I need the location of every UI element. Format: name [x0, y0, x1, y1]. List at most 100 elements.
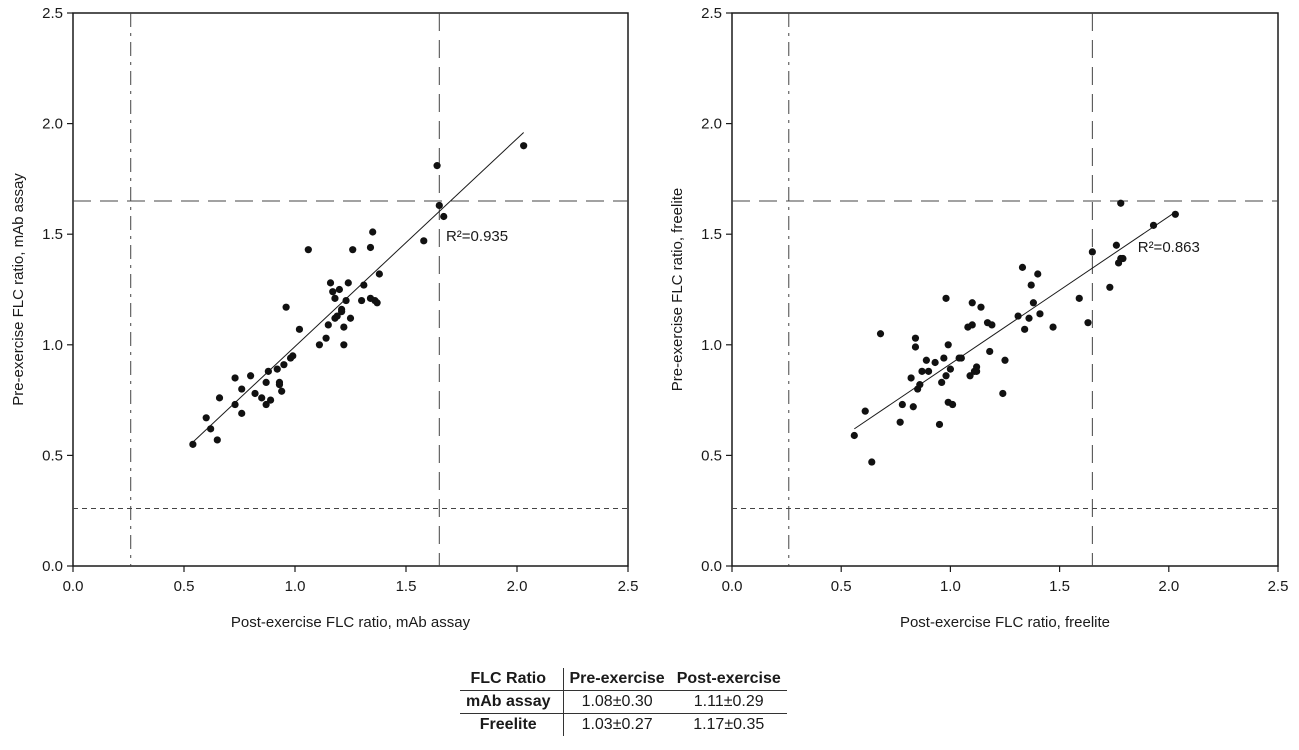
x-tick-label: 0.0	[63, 578, 84, 595]
data-point	[940, 354, 948, 362]
data-point	[1018, 263, 1027, 271]
x-tick-label: 2.0	[1158, 578, 1179, 595]
data-point	[968, 299, 976, 307]
data-point	[876, 330, 885, 338]
data-point	[251, 389, 259, 398]
data-point	[304, 246, 312, 254]
data-point	[1001, 356, 1009, 364]
data-point	[360, 281, 368, 289]
data-point	[988, 321, 996, 329]
data-point	[938, 378, 946, 387]
regression-line	[192, 132, 525, 443]
data-point	[935, 420, 944, 429]
data-point	[315, 341, 324, 349]
data-point	[326, 279, 335, 287]
summary-cell-pre: 1.08±0.30	[563, 690, 671, 714]
r-squared-annotation: R²=0.863	[1138, 239, 1200, 256]
data-point	[986, 347, 994, 356]
x-tick-label: 1.5	[1049, 578, 1070, 595]
x-tick-label: 0.5	[174, 578, 195, 595]
plot-frame	[731, 12, 1279, 567]
x-tick-label: 0.0	[722, 578, 743, 595]
data-point	[342, 296, 350, 305]
data-point	[231, 400, 239, 409]
figure-canvas: 0.0 0.5 1.0 1.5 2.0 2.5 0.0 0.5 1.0 1.5 2.0 2.5 Post…	[10, 5, 1288, 631]
data-point	[944, 341, 952, 349]
data-point	[420, 237, 428, 245]
data-point	[1036, 310, 1044, 318]
data-point	[957, 354, 965, 362]
data-point	[922, 356, 930, 364]
data-point	[1171, 210, 1179, 218]
data-point	[215, 394, 224, 402]
x-tick-label: 1.0	[940, 578, 961, 595]
data-point	[338, 308, 346, 316]
data-point	[966, 372, 974, 380]
y-tick-label: 2.0	[42, 116, 63, 133]
data-point	[1029, 299, 1037, 307]
data-point	[1117, 199, 1125, 207]
data-point	[213, 436, 221, 444]
summary-row-freelite: Freelite 1.03±0.27 1.17±0.35	[460, 713, 787, 736]
data-point	[1021, 325, 1029, 333]
data-point	[366, 243, 375, 252]
data-point	[189, 440, 197, 448]
data-point	[280, 361, 288, 369]
y-tick-label: 1.5	[701, 226, 722, 243]
data-point	[375, 270, 383, 278]
data-point	[1112, 241, 1120, 249]
data-point	[324, 321, 332, 329]
data-point	[207, 425, 215, 433]
data-point	[916, 381, 924, 389]
data-point	[329, 288, 337, 296]
x-tick-label: 2.5	[1268, 578, 1289, 595]
data-point	[340, 323, 348, 331]
data-point	[968, 321, 976, 329]
data-point	[289, 352, 297, 360]
data-point	[931, 358, 939, 367]
data-point	[909, 403, 917, 411]
data-point	[1088, 248, 1096, 256]
data-point	[266, 396, 275, 404]
x-axis-label: Post-exercise FLC ratio, mAb assay	[231, 614, 471, 631]
data-point	[942, 294, 950, 302]
data-point	[322, 334, 330, 342]
x-tick-label: 0.5	[831, 578, 852, 595]
data-point	[868, 458, 876, 466]
data-point	[1106, 283, 1114, 291]
data-point	[1149, 221, 1158, 229]
data-point	[435, 201, 443, 210]
data-point	[946, 365, 955, 373]
scatter-panel-freelite: 0.0 0.5 1.0 1.5 2.0 2.5 0.0 0.5 1.0 1.5 2.0 2.5 Post…	[669, 5, 1288, 631]
summary-header-pre-exercise: Pre-exercise	[563, 668, 671, 691]
data-point	[335, 285, 343, 294]
summary-row-label: mAb assay	[460, 690, 564, 714]
y-tick-label: 1.5	[42, 226, 63, 243]
y-tick-label: 1.0	[42, 337, 63, 354]
data-point	[977, 303, 985, 311]
data-point	[948, 400, 957, 409]
data-point	[358, 296, 366, 305]
data-point	[1075, 294, 1083, 302]
summary-header-row: FLC Ratio Pre-exercise Post-exercise	[460, 668, 787, 691]
data-point	[1014, 312, 1022, 320]
y-tick-label: 0.5	[42, 447, 63, 464]
x-axis-label: Post-exercise FLC ratio, freelite	[900, 614, 1110, 631]
data-point	[333, 312, 341, 320]
r-squared-annotation: R²=0.935	[446, 228, 508, 245]
data-point	[258, 394, 266, 402]
data-point	[1084, 319, 1092, 327]
data-point	[262, 400, 270, 409]
data-point	[1025, 314, 1033, 322]
summary-cell-post: 1.11±0.29	[670, 690, 787, 714]
data-point	[850, 431, 858, 440]
regression-line	[854, 211, 1176, 430]
data-point	[231, 374, 239, 382]
data-point	[295, 325, 304, 333]
data-point	[924, 367, 933, 375]
data-point	[238, 409, 246, 417]
data-point	[264, 367, 272, 375]
data-point	[273, 365, 281, 373]
data-point	[433, 162, 441, 170]
data-point	[999, 389, 1007, 398]
